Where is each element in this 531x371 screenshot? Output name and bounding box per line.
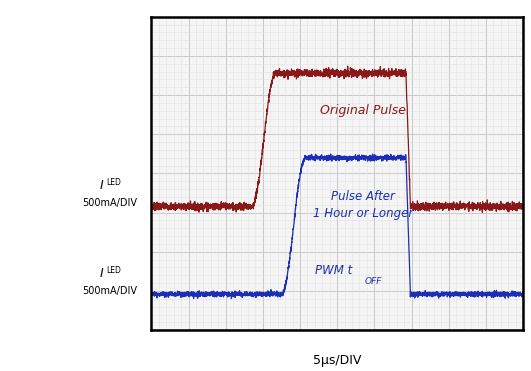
Text: Original Pulse: Original Pulse (320, 104, 406, 117)
Text: Pulse After
1 Hour or Longer: Pulse After 1 Hour or Longer (313, 190, 413, 220)
Text: I: I (100, 180, 104, 193)
Text: 5μs/DIV: 5μs/DIV (313, 354, 362, 367)
Text: 500mA/DIV: 500mA/DIV (82, 286, 138, 296)
Text: 500mA/DIV: 500mA/DIV (82, 198, 138, 209)
Text: I: I (100, 267, 104, 280)
Text: OFF: OFF (365, 277, 382, 286)
Text: LED: LED (106, 178, 121, 187)
Text: LED: LED (106, 266, 121, 275)
Text: PWM t: PWM t (315, 264, 352, 277)
